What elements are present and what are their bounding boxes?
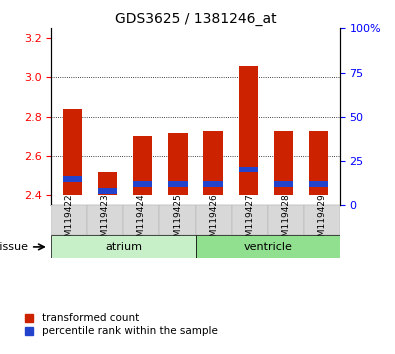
Bar (98, 172, 117, 195)
Text: GSM119425: GSM119425 (173, 193, 182, 248)
FancyBboxPatch shape (87, 205, 123, 235)
Text: GSM119424: GSM119424 (137, 193, 146, 248)
Text: GSM119422: GSM119422 (65, 193, 74, 248)
Text: GSM119427: GSM119427 (245, 193, 254, 248)
Text: GSM119423: GSM119423 (101, 193, 110, 248)
Bar (274, 181, 293, 187)
FancyBboxPatch shape (268, 205, 304, 235)
FancyBboxPatch shape (196, 235, 340, 258)
FancyBboxPatch shape (123, 205, 160, 235)
Text: GSM119429: GSM119429 (317, 193, 326, 248)
FancyBboxPatch shape (160, 205, 196, 235)
Bar (168, 181, 188, 187)
FancyBboxPatch shape (196, 205, 231, 235)
Bar (98, 188, 117, 194)
Text: ventricle: ventricle (243, 242, 292, 252)
Bar (133, 137, 152, 195)
Bar (63, 176, 82, 182)
Bar (203, 131, 223, 195)
Text: GSM119426: GSM119426 (209, 193, 218, 248)
Bar (274, 131, 293, 195)
Bar (168, 132, 188, 195)
Text: tissue: tissue (0, 242, 28, 252)
Bar (203, 181, 223, 187)
Bar (239, 167, 258, 172)
Legend: transformed count, percentile rank within the sample: transformed count, percentile rank withi… (25, 313, 218, 336)
Text: GSM119428: GSM119428 (281, 193, 290, 248)
FancyBboxPatch shape (51, 235, 196, 258)
Bar (309, 131, 328, 195)
Bar (239, 66, 258, 195)
FancyBboxPatch shape (304, 205, 340, 235)
FancyBboxPatch shape (51, 205, 87, 235)
Text: atrium: atrium (105, 242, 142, 252)
FancyBboxPatch shape (231, 205, 268, 235)
Bar (309, 181, 328, 187)
Bar (133, 181, 152, 187)
Title: GDS3625 / 1381246_at: GDS3625 / 1381246_at (115, 12, 276, 26)
Bar (63, 109, 82, 195)
